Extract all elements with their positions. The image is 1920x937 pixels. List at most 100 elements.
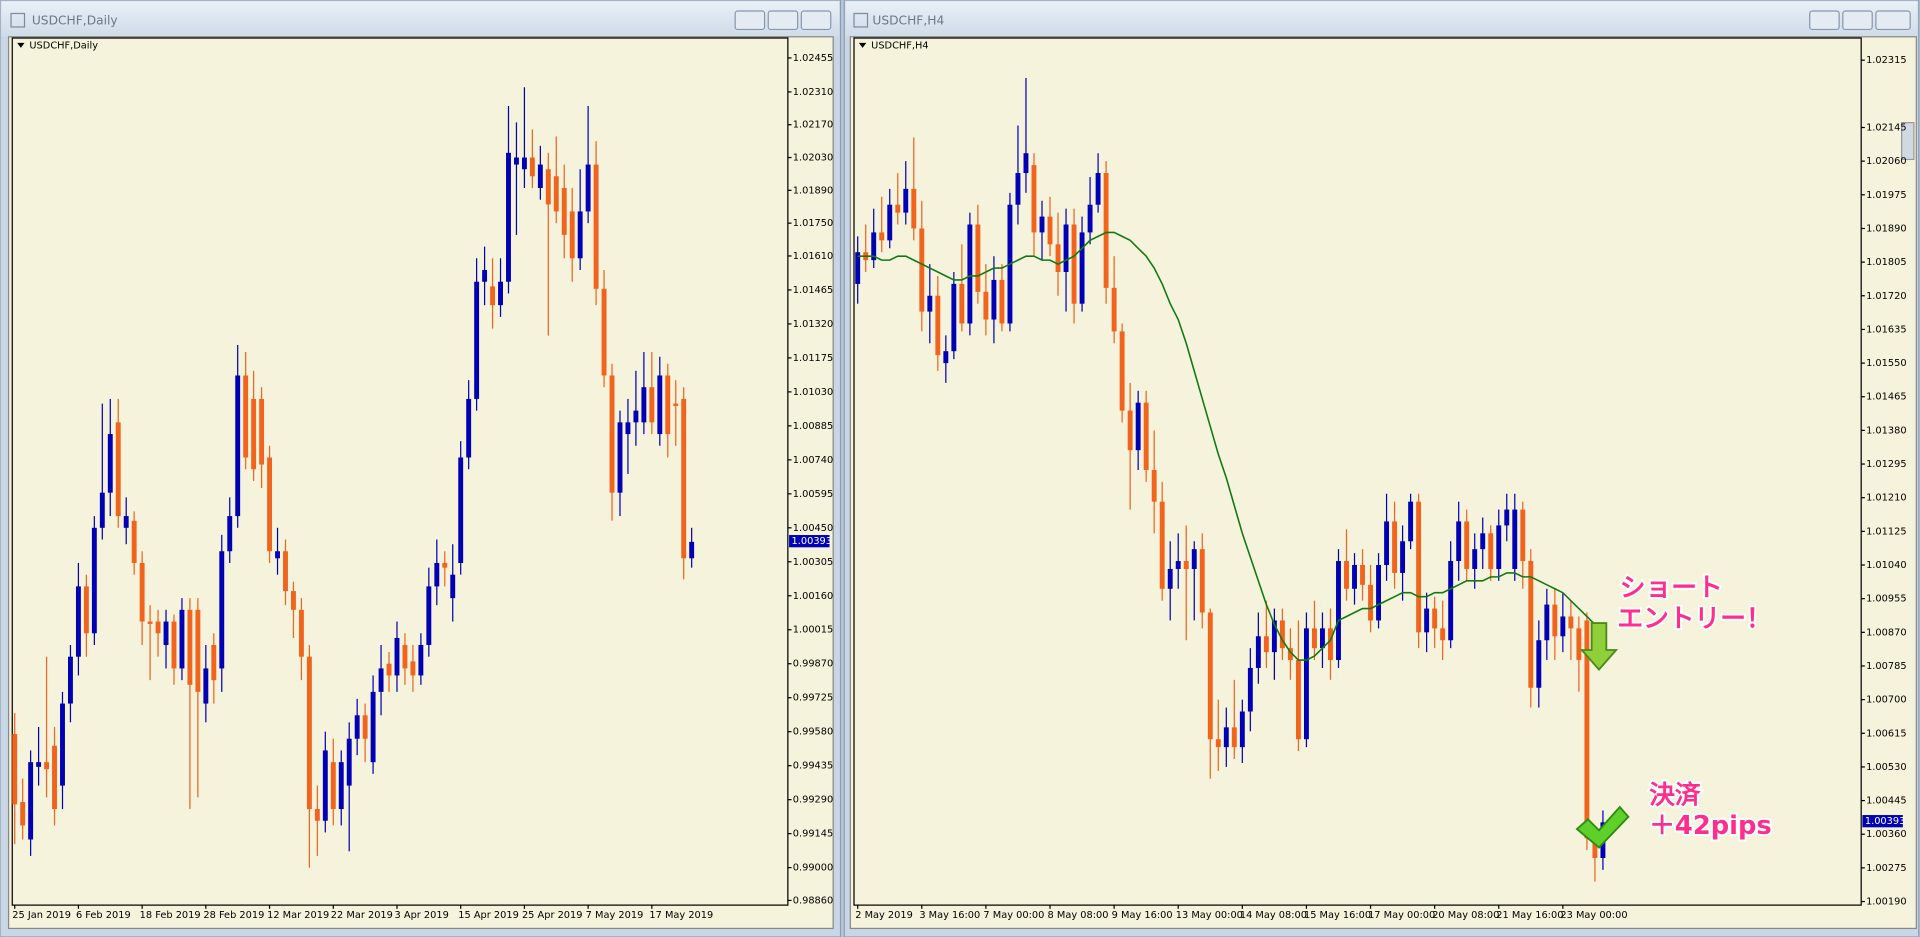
candle-body	[370, 691, 376, 763]
annotation: 決済	[1649, 779, 1701, 810]
candle-body	[458, 457, 464, 563]
x-tick-label: 7 May 00:00	[983, 910, 1044, 921]
x-tick-label: 6 Feb 2019	[76, 910, 131, 921]
window-daily: USDCHF,Daily	[0, 0, 842, 937]
candle-body	[1231, 727, 1237, 748]
candle-body	[1095, 173, 1101, 205]
y-tick-label: 1.01750	[793, 218, 833, 229]
candle-body	[322, 750, 328, 821]
candle-body	[243, 375, 249, 458]
candle-body	[1568, 616, 1574, 629]
candle-body	[1400, 541, 1406, 573]
annotation: エントリー！	[1617, 604, 1771, 634]
x-tick-label: 17 May 2019	[649, 910, 713, 921]
close-button[interactable]	[1875, 10, 1911, 31]
candle-body	[617, 422, 623, 493]
y-tick-label: 0.98860	[793, 895, 833, 906]
candle-body	[1223, 727, 1229, 748]
x-tick-label: 18 Feb 2019	[140, 910, 201, 921]
candle-body	[649, 387, 655, 423]
candle-body	[187, 609, 193, 685]
candle-body	[1456, 521, 1462, 562]
x-tick-label: 12 Mar 2019	[267, 910, 329, 921]
y-tick-label: 1.02455	[793, 53, 833, 64]
candle-body	[44, 762, 50, 770]
candle-body	[1311, 628, 1317, 649]
candle-body	[1376, 565, 1382, 621]
candle-body	[1279, 620, 1285, 649]
window-icon	[10, 12, 26, 28]
candle-body	[1528, 561, 1534, 688]
candle-body	[28, 762, 34, 840]
candle-body	[211, 644, 217, 681]
y-tick-label: 0.99580	[793, 727, 833, 738]
candle-body	[951, 283, 957, 352]
title-bar	[845, 1, 1918, 37]
candle-body	[1135, 402, 1141, 451]
x-tick-label: 25 Apr 2019	[522, 910, 583, 921]
x-tick-label: 3 Apr 2019	[395, 910, 449, 921]
minimize-button[interactable]	[734, 10, 766, 31]
candle-body	[1432, 608, 1438, 629]
candle-body	[442, 562, 448, 568]
chart-area	[849, 36, 1917, 930]
y-tick-label: 1.01295	[1866, 459, 1906, 470]
candle-body	[999, 279, 1005, 324]
candle-body	[1480, 533, 1486, 550]
candle-body	[537, 164, 543, 189]
close-button[interactable]	[800, 10, 832, 31]
x-tick-label: 7 May 2019	[586, 910, 644, 921]
y-tick-label: 0.99145	[793, 829, 833, 840]
candle-body	[959, 283, 965, 324]
window-h4: USDCHF,H4	[843, 0, 1920, 937]
y-tick-label: 1.01975	[1866, 190, 1906, 201]
candle-body	[36, 762, 42, 767]
candle-body	[681, 398, 687, 559]
candle-body	[378, 668, 384, 692]
y-tick-label: 1.00190	[1866, 897, 1906, 908]
candle-body	[155, 621, 161, 634]
candle-body	[123, 516, 129, 528]
candle-body	[75, 586, 81, 657]
candle-body	[1416, 501, 1422, 633]
candle-body	[410, 661, 416, 676]
candle-body	[474, 281, 480, 399]
y-tick-label: 1.01465	[793, 285, 833, 296]
candle-body	[1520, 509, 1526, 562]
y-tick-label: 1.00595	[793, 489, 833, 500]
y-tick-label: 0.99870	[793, 659, 833, 670]
candle-body	[1368, 584, 1373, 621]
candle-body	[1119, 331, 1125, 411]
y-tick-label: 1.02315	[1866, 55, 1906, 66]
y-tick-label: 1.01610	[793, 251, 833, 262]
y-tick-label: 1.00530	[1866, 762, 1906, 773]
minimize-button[interactable]	[1809, 10, 1840, 31]
candle-body	[1103, 173, 1109, 288]
candle-body	[52, 745, 57, 810]
y-tick-label: 1.01125	[1866, 526, 1906, 537]
candle-body	[251, 398, 257, 470]
y-tick-label: 1.00740	[793, 455, 833, 466]
restore-button[interactable]	[767, 10, 799, 31]
candle-body	[195, 609, 201, 692]
candle-body	[1015, 173, 1021, 205]
y-tick-label: 0.99435	[793, 761, 833, 772]
candle-body	[330, 762, 336, 810]
x-tick-label: 22 Mar 2019	[331, 910, 393, 921]
candle-body	[394, 637, 400, 676]
x-tick-label: 23 May 00:00	[1560, 910, 1627, 921]
candle-body	[1496, 525, 1502, 569]
candle-body	[386, 663, 392, 676]
restore-button[interactable]	[1842, 10, 1873, 31]
candle-body	[83, 586, 89, 634]
candle-body	[1584, 620, 1590, 839]
window-title: USDCHF,H4	[872, 13, 944, 27]
y-tick-label: 1.02060	[1866, 156, 1906, 167]
chart-area	[7, 36, 834, 930]
x-tick-label: 21 May 16:00	[1496, 910, 1563, 921]
candle-body	[1199, 549, 1205, 613]
x-tick-label: 15 Apr 2019	[458, 910, 519, 921]
y-tick-label: 1.00700	[1866, 695, 1906, 706]
plot-frame	[11, 37, 789, 906]
